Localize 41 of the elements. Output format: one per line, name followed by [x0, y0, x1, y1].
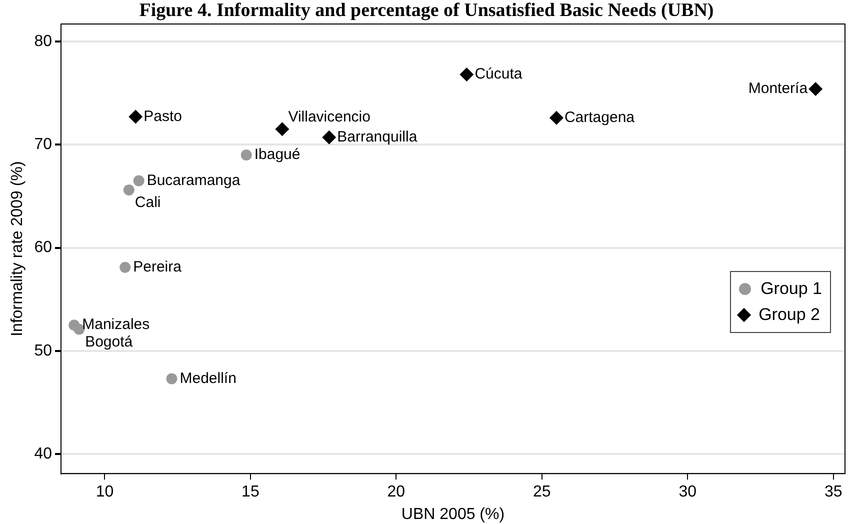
y-tick-label: 80 — [34, 32, 52, 50]
x-axis-title: UBN 2005 (%) — [401, 506, 505, 523]
point — [166, 373, 178, 384]
annotation: Bogotá — [85, 333, 134, 350]
annotation: Montería — [748, 80, 808, 98]
point — [275, 122, 290, 136]
annotation: Medellín — [180, 370, 236, 387]
annotation: Manizales — [82, 316, 150, 334]
annotation: Villavicencio — [288, 108, 370, 126]
point — [128, 110, 143, 124]
annotation: Ibagué — [254, 146, 300, 164]
y-axis-title: Informality rate 2009 (%) — [9, 161, 26, 336]
chart-title: Figure 4. Informality and percentage of Unsatisfied Basic Needs (UBN) — [138, 0, 715, 22]
y-tick-label: 40 — [34, 445, 52, 462]
annotation: Barranquilla — [337, 128, 418, 146]
x-tick-label: 30 — [678, 484, 697, 501]
point — [74, 324, 85, 335]
legend-label: Group 2 — [758, 304, 820, 326]
annotation: Cúcuta — [474, 66, 523, 83]
legend-label: Group 1 — [760, 278, 822, 300]
x-tick-label: 20 — [387, 484, 406, 501]
point — [120, 262, 131, 273]
y-tick-label: 70 — [34, 136, 52, 154]
x-tick-label: 15 — [242, 484, 260, 501]
annotation: Cartagena — [564, 108, 636, 126]
annotation: Pasto — [144, 108, 182, 125]
y-tick-label: 60 — [34, 239, 52, 256]
x-tick-label: 10 — [96, 484, 114, 501]
x-tick-label: 25 — [532, 484, 551, 501]
annotation: Bucaramanga — [146, 172, 241, 189]
annotation: Cali — [134, 194, 161, 212]
point — [549, 110, 564, 125]
y-tick-label: 50 — [34, 342, 52, 360]
point — [808, 82, 823, 96]
point — [123, 184, 134, 196]
point — [460, 68, 474, 82]
point — [322, 130, 336, 144]
point — [133, 175, 144, 186]
point — [240, 149, 252, 160]
annotation: Pereira — [133, 258, 182, 276]
x-tick-label: 35 — [824, 484, 842, 501]
